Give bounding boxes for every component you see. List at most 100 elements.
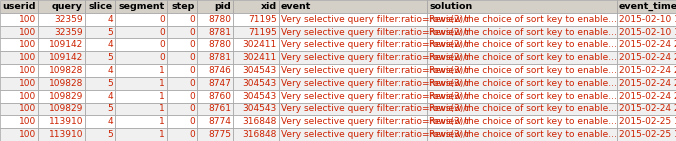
Text: 8747: 8747: [208, 79, 231, 88]
Bar: [279, 128, 427, 141]
Text: 109829: 109829: [49, 92, 83, 101]
Bar: [233, 26, 279, 38]
Text: 1: 1: [160, 130, 165, 139]
Text: 8780: 8780: [208, 15, 231, 24]
Bar: [617, 90, 676, 103]
Bar: [167, 115, 197, 128]
Text: 113910: 113910: [49, 130, 83, 139]
Bar: [427, 64, 617, 77]
Text: Review the choice of sort key to enable...: Review the choice of sort key to enable.…: [429, 117, 617, 126]
Bar: [427, 26, 617, 38]
Text: event_time: event_time: [619, 2, 676, 11]
Bar: [115, 0, 167, 13]
Bar: [427, 0, 617, 13]
Text: 100: 100: [19, 40, 36, 49]
Bar: [85, 26, 115, 38]
Text: 2015-02-24 23:28:01: 2015-02-24 23:28:01: [619, 104, 676, 114]
Bar: [279, 51, 427, 64]
Text: 2015-02-24 23:27:52: 2015-02-24 23:27:52: [619, 66, 676, 75]
Bar: [279, 90, 427, 103]
Bar: [38, 26, 85, 38]
Bar: [167, 0, 197, 13]
Bar: [617, 103, 676, 115]
Bar: [167, 64, 197, 77]
Bar: [38, 90, 85, 103]
Text: 0: 0: [160, 40, 165, 49]
Text: 4: 4: [107, 92, 113, 101]
Text: 304543: 304543: [243, 79, 277, 88]
Bar: [279, 13, 427, 26]
Bar: [197, 77, 233, 90]
Text: 71195: 71195: [248, 15, 277, 24]
Bar: [279, 0, 427, 13]
Text: 109829: 109829: [49, 104, 83, 114]
Text: Very selective query filter:ratio=rows(3)/r: Very selective query filter:ratio=rows(3…: [281, 104, 470, 114]
Text: Very selective query filter:ratio=rows(3)/r: Very selective query filter:ratio=rows(3…: [281, 117, 470, 126]
Bar: [427, 13, 617, 26]
Bar: [279, 103, 427, 115]
Bar: [617, 115, 676, 128]
Bar: [617, 13, 676, 26]
Bar: [85, 13, 115, 26]
Text: 316848: 316848: [243, 130, 277, 139]
Text: Review the choice of sort key to enable...: Review the choice of sort key to enable.…: [429, 40, 617, 49]
Text: slice: slice: [89, 2, 113, 11]
Text: 8761: 8761: [208, 104, 231, 114]
Text: 2015-02-24 23:28:01: 2015-02-24 23:28:01: [619, 92, 676, 101]
Text: 2015-02-10 17:40:50: 2015-02-10 17:40:50: [619, 27, 676, 37]
Bar: [167, 77, 197, 90]
Bar: [233, 13, 279, 26]
Text: 0: 0: [189, 104, 195, 114]
Text: Very selective query filter:ratio=rows(3)/r: Very selective query filter:ratio=rows(3…: [281, 66, 470, 75]
Bar: [0, 26, 38, 38]
Bar: [617, 38, 676, 51]
Bar: [115, 13, 167, 26]
Bar: [279, 26, 427, 38]
Text: pid: pid: [214, 2, 231, 11]
Text: 2015-02-24 23:27:52: 2015-02-24 23:27:52: [619, 79, 676, 88]
Bar: [197, 38, 233, 51]
Text: 0: 0: [160, 27, 165, 37]
Bar: [85, 77, 115, 90]
Text: 0: 0: [189, 92, 195, 101]
Text: 302411: 302411: [243, 40, 277, 49]
Bar: [233, 0, 279, 13]
Text: 4: 4: [107, 66, 113, 75]
Text: 0: 0: [189, 27, 195, 37]
Bar: [115, 103, 167, 115]
Text: 5: 5: [107, 130, 113, 139]
Bar: [167, 90, 197, 103]
Bar: [279, 64, 427, 77]
Text: Review the choice of sort key to enable...: Review the choice of sort key to enable.…: [429, 66, 617, 75]
Text: 304543: 304543: [243, 66, 277, 75]
Bar: [279, 77, 427, 90]
Bar: [427, 77, 617, 90]
Text: 304543: 304543: [243, 92, 277, 101]
Bar: [233, 128, 279, 141]
Text: 32359: 32359: [54, 15, 83, 24]
Text: Very selective query filter:ratio=rows(2)/r: Very selective query filter:ratio=rows(2…: [281, 53, 470, 62]
Text: event: event: [281, 2, 312, 11]
Text: 1: 1: [160, 79, 165, 88]
Text: Review the choice of sort key to enable...: Review the choice of sort key to enable.…: [429, 53, 617, 62]
Bar: [617, 51, 676, 64]
Text: 100: 100: [19, 104, 36, 114]
Bar: [85, 0, 115, 13]
Bar: [617, 26, 676, 38]
Bar: [197, 90, 233, 103]
Text: 100: 100: [19, 117, 36, 126]
Text: 5: 5: [107, 104, 113, 114]
Bar: [427, 90, 617, 103]
Bar: [197, 128, 233, 141]
Bar: [0, 103, 38, 115]
Text: 8781: 8781: [208, 27, 231, 37]
Text: 0: 0: [189, 53, 195, 62]
Bar: [38, 38, 85, 51]
Text: segment: segment: [119, 2, 165, 11]
Bar: [0, 128, 38, 141]
Text: 4: 4: [107, 117, 113, 126]
Bar: [233, 103, 279, 115]
Bar: [0, 0, 38, 13]
Bar: [167, 38, 197, 51]
Text: solution: solution: [429, 2, 473, 11]
